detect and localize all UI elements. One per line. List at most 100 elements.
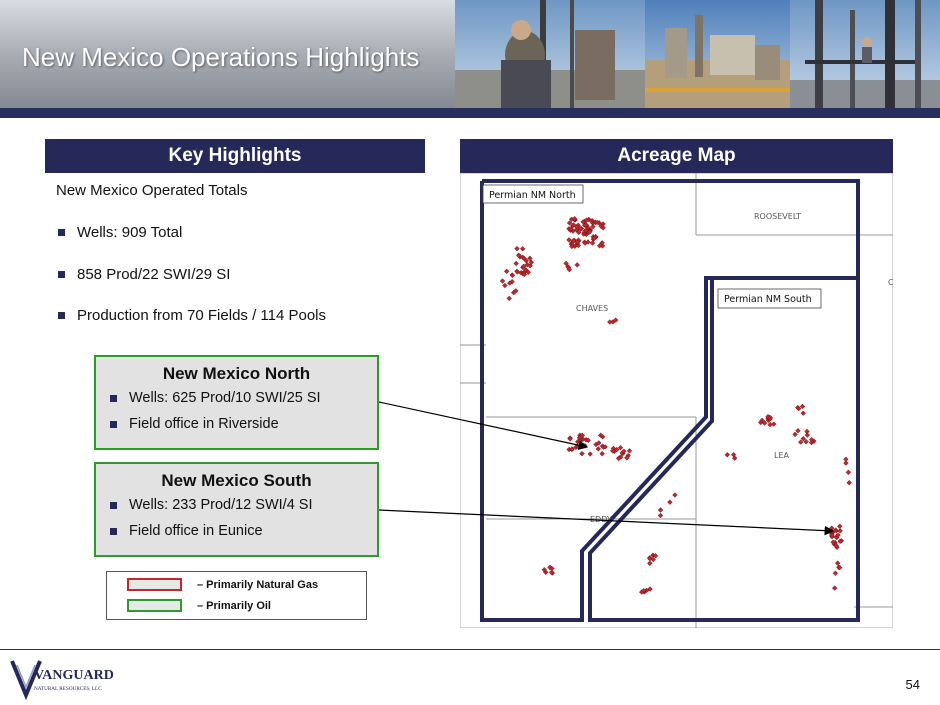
- well-marker: [843, 456, 849, 462]
- well-marker: [574, 224, 580, 230]
- well-marker: [832, 570, 839, 576]
- well-marker: [730, 452, 737, 458]
- well-marker: [833, 527, 839, 533]
- county-label: CHAVES: [576, 304, 608, 313]
- north-item-text: Field office in Riverside: [129, 416, 279, 432]
- well-marker: [570, 238, 576, 244]
- south-map-label-box: [717, 288, 822, 309]
- north-item: Wells: 625 Prod/10 SWI/25 SI: [110, 390, 377, 416]
- south-item: Field office in Eunice: [110, 523, 377, 549]
- square-bullet-icon: [58, 270, 65, 278]
- north-region-outline: [480, 179, 860, 622]
- bullet-text: Production from 70 Fields / 114 Pools: [77, 307, 327, 324]
- south-item: Wells: 233 Prod/12 SWI/4 SI: [110, 497, 377, 523]
- legend-gas-label: – Primarily Natural Gas: [197, 578, 319, 591]
- well-marker: [527, 255, 533, 261]
- well-marker: [588, 218, 594, 224]
- logo-subtext: NATURAL RESOURCES, LLC: [34, 686, 102, 692]
- well-marker: [587, 229, 593, 235]
- well-marker: [837, 528, 843, 534]
- square-bullet-icon: [110, 502, 117, 509]
- well-marker: [809, 437, 815, 443]
- well-marker: [799, 403, 806, 410]
- county-label: LEA: [774, 451, 790, 460]
- well-marker: [626, 448, 633, 454]
- well-marker: [614, 446, 620, 453]
- well-marker: [587, 451, 593, 457]
- well-marker: [589, 240, 596, 246]
- north-map-label: Permian NM North: [489, 190, 576, 201]
- square-bullet-icon: [110, 421, 117, 428]
- legend-gas-row: – Primarily Natural Gas: [127, 578, 318, 591]
- well-marker: [569, 446, 575, 452]
- edge-label: C: [888, 278, 893, 287]
- south-item-text: Wells: 233 Prod/12 SWI/4 SI: [129, 497, 313, 513]
- well-marker: [843, 460, 849, 466]
- well-marker: [667, 499, 673, 505]
- well-marker: [602, 444, 608, 450]
- well-marker: [804, 432, 810, 438]
- well-marker: [506, 295, 512, 302]
- well-marker: [800, 436, 806, 442]
- bullet-text: Wells: 909 Total: [77, 224, 183, 241]
- well-marker: [574, 239, 580, 245]
- county-label: ROOSEVELT: [754, 212, 801, 221]
- well-marker: [615, 455, 622, 462]
- map-frame: [460, 173, 893, 628]
- south-list: Wells: 233 Prod/12 SWI/4 SI Field office…: [110, 497, 377, 549]
- bullet-text: 858 Prod/22 SWI/29 SI: [77, 265, 231, 283]
- acreage-map-heading: Acreage Map: [460, 139, 893, 173]
- well-marker: [837, 538, 843, 544]
- oil-swatch: [127, 599, 182, 612]
- banner-stripe: [0, 108, 940, 118]
- bullet-item: Production from 70 Fields / 114 Pools: [58, 307, 326, 349]
- well-marker: [574, 262, 580, 268]
- well-marker: [641, 588, 647, 594]
- new-mexico-south-box: New Mexico South Wells: 233 Prod/12 SWI/…: [94, 462, 379, 557]
- well-marker: [613, 317, 619, 323]
- well-marker: [621, 448, 627, 454]
- well-marker: [795, 428, 801, 434]
- well-marker: [585, 239, 591, 245]
- legend: – Primarily Natural Gas – Primarily Oil: [106, 571, 367, 620]
- well-marker: [499, 278, 506, 284]
- well-marker: [590, 223, 596, 230]
- well-marker: [647, 560, 653, 566]
- south-region-outline: [588, 276, 860, 622]
- well-marker: [521, 263, 527, 270]
- well-marker: [566, 266, 573, 273]
- well-marker: [520, 246, 526, 252]
- well-marker: [514, 245, 520, 252]
- well-marker: [798, 439, 804, 445]
- header-banner: New Mexico Operations Highlights: [0, 0, 940, 118]
- well-marker: [599, 451, 605, 457]
- well-marker: [837, 523, 843, 529]
- well-marker: [504, 268, 510, 274]
- well-marker: [833, 542, 839, 549]
- well-marker: [523, 258, 529, 264]
- acreage-map: ROOSEVELT CHAVES LEA EDDY C Permian NM N…: [460, 173, 893, 628]
- well-marker: [582, 222, 589, 228]
- well-marker: [577, 226, 584, 232]
- well-marker: [523, 267, 529, 273]
- well-marker: [767, 421, 773, 428]
- well-marker: [845, 469, 852, 475]
- well-marker: [571, 216, 578, 222]
- well-marker: [576, 229, 582, 236]
- well-marker: [580, 219, 586, 225]
- key-highlights-heading: Key Highlights: [45, 139, 425, 173]
- well-marker: [672, 492, 678, 498]
- well-marker: [607, 319, 613, 325]
- well-marker: [528, 259, 534, 265]
- well-marker: [507, 280, 513, 286]
- square-bullet-icon: [110, 395, 117, 402]
- north-map-label-box: [482, 184, 584, 204]
- legend-oil-row: – Primarily Oil: [127, 599, 271, 612]
- well-marker: [599, 240, 605, 246]
- north-item-text: Wells: 625 Prod/10 SWI/25 SI: [129, 390, 321, 406]
- county-label: EDDY: [590, 515, 612, 524]
- well-marker: [617, 445, 624, 451]
- bullet-item: Wells: 909 Total: [58, 224, 326, 266]
- well-marker: [591, 235, 597, 241]
- square-bullet-icon: [58, 229, 65, 236]
